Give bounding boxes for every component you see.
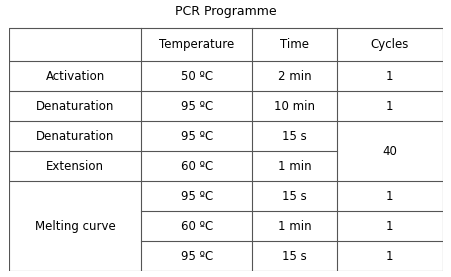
Text: 95 ºC: 95 ºC <box>180 130 212 143</box>
Text: 60 ºC: 60 ºC <box>180 220 212 233</box>
Text: 60 ºC: 60 ºC <box>180 160 212 173</box>
Text: 1: 1 <box>385 250 393 263</box>
Text: 1: 1 <box>385 220 393 233</box>
Text: 1 min: 1 min <box>277 220 310 233</box>
Text: 1 min: 1 min <box>277 160 310 173</box>
Text: Denaturation: Denaturation <box>36 100 114 113</box>
Text: 1: 1 <box>385 190 393 203</box>
Text: 95 ºC: 95 ºC <box>180 190 212 203</box>
Text: Melting curve: Melting curve <box>35 220 115 233</box>
Text: 15 s: 15 s <box>281 130 306 143</box>
Text: 15 s: 15 s <box>281 190 306 203</box>
Text: Activation: Activation <box>46 70 105 83</box>
Text: 95 ºC: 95 ºC <box>180 100 212 113</box>
Text: Extension: Extension <box>46 160 104 173</box>
Text: Denaturation: Denaturation <box>36 130 114 143</box>
Text: PCR Programme: PCR Programme <box>175 4 276 17</box>
Text: 2 min: 2 min <box>277 70 310 83</box>
Text: 40: 40 <box>382 145 396 158</box>
Text: Cycles: Cycles <box>370 38 408 51</box>
Text: 1: 1 <box>385 70 393 83</box>
Text: Time: Time <box>279 38 308 51</box>
Text: 10 min: 10 min <box>273 100 314 113</box>
Text: 1: 1 <box>385 100 393 113</box>
Text: 15 s: 15 s <box>281 250 306 263</box>
Text: Temperature: Temperature <box>159 38 234 51</box>
Text: 50 ºC: 50 ºC <box>180 70 212 83</box>
Text: 95 ºC: 95 ºC <box>180 250 212 263</box>
